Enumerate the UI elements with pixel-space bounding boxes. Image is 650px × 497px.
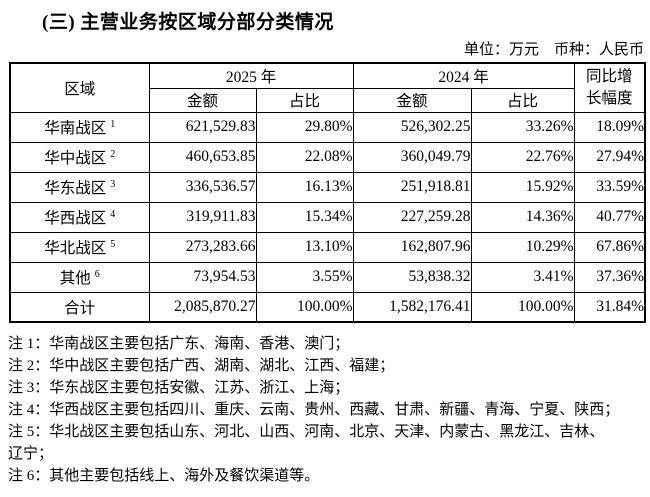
table-row-total: 合计 2,085,870.27 100.00% 1,582,176.41 100…: [9, 291, 646, 323]
col-header-yoy-growth: 同比增 长幅度: [573, 62, 646, 113]
ratio-2024-cell: 14.36%: [470, 201, 575, 233]
footnote-ref: 4: [110, 208, 116, 220]
col-header-amount-2024: 金额: [352, 87, 472, 113]
ratio-2024-cell: 3.41%: [470, 261, 575, 293]
footnote-1: 注 1：华南战区主要包括广东、海南、香港、澳门；: [8, 336, 350, 352]
ratio-2025-cell: 22.08%: [255, 141, 354, 173]
footnote-2: 注 2：华中战区主要包括广西、湖南、湖北、江西、福建；: [8, 358, 395, 374]
region-name: 华中战区: [44, 150, 107, 167]
footnote-ref: 3: [110, 178, 116, 190]
col-header-year-2024: 2024 年: [352, 62, 575, 89]
ratio-2024-cell: 22.76%: [470, 141, 575, 173]
total-yoy-growth-cell: 31.84%: [573, 291, 646, 323]
unit-currency-note: 单位：万元 币种：人民币: [463, 42, 644, 58]
yoy-growth-cell: 33.59%: [573, 171, 646, 203]
ratio-2025-cell: 3.55%: [255, 261, 354, 293]
amount-2025-cell: 460,653.85: [148, 141, 257, 173]
table-row-west: 华西战区 4 319,911.83 15.34% 227,259.28 14.36…: [9, 201, 646, 233]
region-name-cell: 华中战区 2: [9, 141, 150, 173]
ratio-2024-cell: 10.29%: [470, 231, 575, 263]
table-row-other: 其他 6 73,954.53 3.55% 53,838.32 3.41% 37.3…: [9, 261, 646, 293]
amount-2024-cell: 53,838.32: [352, 261, 472, 293]
region-segment-table: 区域 2025 年 2024 年 同比增 长幅度 金额 占比 金额 占比 华南战…: [9, 62, 647, 323]
col-header-year-2025: 2025 年: [148, 62, 354, 89]
region-name: 其他: [59, 270, 91, 287]
ratio-2024-cell: 15.92%: [470, 171, 575, 203]
col-header-ratio-2024: 占比: [470, 87, 575, 113]
col-header-amount-2025: 金额: [148, 87, 257, 113]
total-ratio-2024-cell: 100.00%: [470, 291, 575, 323]
ratio-2025-cell: 29.80%: [255, 111, 354, 143]
yoy-growth-cell: 40.77%: [573, 201, 646, 233]
region-name-cell: 华北战区 5: [9, 231, 150, 263]
header-row-years: 区域 2025 年 2024 年 同比增 长幅度: [9, 62, 646, 113]
region-name: 华西战区: [44, 210, 107, 227]
amount-2025-cell: 621,529.83: [148, 111, 257, 143]
table-row-south: 华南战区 1 621,529.83 29.80% 526,302.25 33.26…: [9, 111, 646, 143]
footnote-ref: 2: [110, 148, 116, 160]
ratio-2025-cell: 16.13%: [255, 171, 354, 203]
ratio-2025-cell: 15.34%: [255, 201, 354, 233]
amount-2025-cell: 336,536.57: [148, 171, 257, 203]
region-name-cell: 华南战区 1: [9, 111, 150, 143]
amount-2025-cell: 273,283.66: [148, 231, 257, 263]
amount-2025-cell: 73,954.53: [148, 261, 257, 293]
region-name-cell: 华西战区 4: [9, 201, 150, 233]
col-header-region: 区域: [9, 62, 150, 113]
total-ratio-2025-cell: 100.00%: [255, 291, 354, 323]
region-name: 华东战区: [44, 180, 107, 197]
footnote-4: 注 4：华西战区主要包括四川、重庆、云南、贵州、西藏、甘肃、新疆、青海、宁夏、陕…: [8, 402, 620, 418]
footnote-ref: 5: [110, 238, 116, 250]
yoy-growth-cell: 67.86%: [573, 231, 646, 263]
yoy-growth-cell: 37.36%: [573, 261, 646, 293]
region-name: 华北战区: [44, 240, 107, 257]
footnote-ref: 6: [94, 268, 100, 280]
table-row-east: 华东战区 3 336,536.57 16.13% 251,918.81 15.92…: [9, 171, 646, 203]
yoy-growth-cell: 27.94%: [573, 141, 646, 173]
ratio-2025-cell: 13.10%: [255, 231, 354, 263]
amount-2025-cell: 319,911.83: [148, 201, 257, 233]
footnotes-block: 注 1：华南战区主要包括广东、海南、香港、澳门； 注 2：华中战区主要包括广西、…: [8, 333, 648, 487]
ratio-2024-cell: 33.26%: [470, 111, 575, 143]
total-label-cell: 合计: [9, 291, 150, 323]
footnote-3: 注 3：华东战区主要包括安徽、江苏、浙江、上海；: [8, 380, 350, 396]
yoy-growth-cell: 18.09%: [573, 111, 646, 143]
col-header-ratio-2025: 占比: [255, 87, 354, 113]
region-name: 华南战区: [44, 120, 107, 137]
footnote-5: 注 5：华北战区主要包括山东、河北、山西、河南、北京、天津、内蒙古、黑龙江、吉林…: [8, 424, 605, 462]
total-amount-2025-cell: 2,085,870.27: [148, 291, 257, 323]
table-row-central: 华中战区 2 460,653.85 22.08% 360,049.79 22.76…: [9, 141, 646, 173]
amount-2024-cell: 360,049.79: [352, 141, 472, 173]
footnote-ref: 1: [110, 118, 116, 130]
region-name-cell: 其他 6: [9, 261, 150, 293]
table-row-north: 华北战区 5 273,283.66 13.10% 162,807.96 10.29…: [9, 231, 646, 263]
amount-2024-cell: 227,259.28: [352, 201, 472, 233]
region-name-cell: 华东战区 3: [9, 171, 150, 203]
total-amount-2024-cell: 1,582,176.41: [352, 291, 472, 323]
amount-2024-cell: 526,302.25: [352, 111, 472, 143]
header-row-subcolumns: 金额 占比 金额 占比: [10, 87, 645, 113]
footnote-6: 注 6：其他主要包括线上、海外及餐饮渠道等。: [8, 468, 320, 484]
amount-2024-cell: 162,807.96: [352, 231, 472, 263]
amount-2024-cell: 251,918.81: [352, 171, 472, 203]
page-title: (三) 主营业务按区域分部分类情况: [42, 12, 334, 33]
